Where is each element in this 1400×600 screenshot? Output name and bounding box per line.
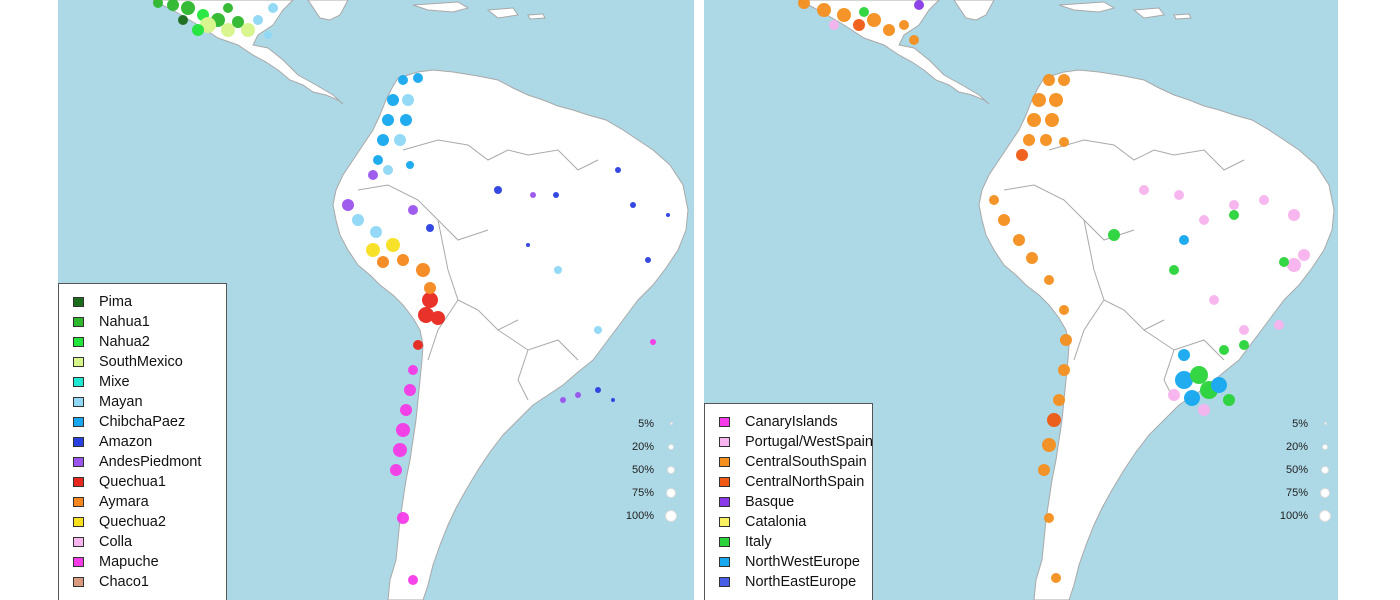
population-pie-markers (798, 0, 1310, 583)
legend-item: Nahua2 (73, 332, 226, 352)
legend-item: Aymara (73, 492, 226, 512)
legend-swatch-icon (73, 497, 84, 507)
legend-swatch-icon (73, 537, 84, 547)
size-scale-legend: 5% 20% 50% 75% 100% (598, 412, 678, 527)
scale-item: 50% (1252, 458, 1332, 481)
population-pie-markers (153, 0, 670, 585)
scale-circle-icon (1323, 422, 1327, 425)
legend-item: SouthMexico (73, 352, 226, 372)
legend-swatch-icon (73, 297, 84, 307)
scale-circle-icon (665, 509, 677, 522)
map-panel-european-ancestry: CanaryIslands Portugal/WestSpain Central… (704, 0, 1338, 600)
legend-item: Amazon (73, 432, 226, 452)
scale-circle-icon (669, 422, 673, 425)
legend-swatch-icon (719, 417, 730, 427)
legend-item: Portugal/WestSpain (719, 432, 873, 452)
legend-swatch-icon (719, 517, 730, 527)
legend-item: AndesPiedmont (73, 452, 226, 472)
scale-circle-icon (667, 465, 675, 474)
scale-item: 75% (1252, 481, 1332, 504)
scale-item: 5% (598, 412, 678, 435)
legend-swatch-icon (719, 577, 730, 587)
legend-item: Chaco1 (73, 572, 226, 592)
scale-item: 100% (1252, 504, 1332, 527)
scale-circle-icon (1321, 465, 1329, 474)
legend-item: Pima (73, 292, 226, 312)
legend-swatch-icon (719, 557, 730, 567)
legend-swatch-icon (73, 517, 84, 527)
legend-swatch-icon (73, 457, 84, 467)
legend-item: Quechua1 (73, 472, 226, 492)
legend-european-ancestry: CanaryIslands Portugal/WestSpain Central… (704, 403, 873, 600)
legend-item: Quechua2 (73, 512, 226, 532)
scale-item: 100% (598, 504, 678, 527)
legend-item: NorthWestEurope (719, 552, 872, 572)
scale-item: 20% (1252, 435, 1332, 458)
scale-circle-icon (666, 487, 676, 498)
legend-item: Italy (719, 532, 872, 552)
scale-item: 75% (598, 481, 678, 504)
legend-swatch-icon (73, 357, 84, 367)
legend-swatch-icon (73, 317, 84, 327)
legend-swatch-icon (73, 477, 84, 487)
legend-swatch-icon (73, 437, 84, 447)
legend-swatch-icon (719, 477, 730, 487)
legend-swatch-icon (73, 417, 84, 427)
legend-swatch-icon (73, 377, 84, 387)
legend-swatch-icon (719, 537, 730, 547)
legend-item: CentralSouthSpain (719, 452, 872, 472)
legend-item: Colla (73, 532, 226, 552)
legend-swatch-icon (719, 437, 730, 447)
legend-swatch-icon (73, 557, 84, 567)
legend-item: NorthEastEurope (719, 572, 872, 592)
scale-circle-icon (1319, 509, 1331, 522)
legend-item: Basque (719, 492, 872, 512)
legend-item: Mayan (73, 392, 226, 412)
scale-item: 5% (1252, 412, 1332, 435)
legend-native-ancestry: Pima Nahua1 Nahua2 SouthMexico Mixe Maya… (58, 283, 227, 600)
legend-swatch-icon (719, 457, 730, 467)
scale-item: 50% (598, 458, 678, 481)
legend-swatch-icon (73, 577, 84, 587)
legend-swatch-icon (73, 337, 84, 347)
scale-circle-icon (1320, 487, 1330, 498)
legend-item: Mixe (73, 372, 226, 392)
scale-circle-icon (1322, 443, 1328, 450)
size-scale-legend: 5% 20% 50% 75% 100% (1252, 412, 1332, 527)
legend-item: Mapuche (73, 552, 226, 572)
legend-item: Nahua1 (73, 312, 226, 332)
legend-item: ChibchaPaez (73, 412, 226, 432)
legend-swatch-icon (719, 497, 730, 507)
legend-swatch-icon (73, 397, 84, 407)
legend-item: Catalonia (719, 512, 872, 532)
south-america-map (798, 0, 1335, 600)
legend-item: CentralNorthSpain (719, 472, 872, 492)
legend-item: CanaryIslands (719, 412, 872, 432)
map-panel-native-ancestry: Pima Nahua1 Nahua2 SouthMexico Mixe Maya… (58, 0, 694, 600)
scale-circle-icon (668, 443, 674, 450)
scale-item: 20% (598, 435, 678, 458)
